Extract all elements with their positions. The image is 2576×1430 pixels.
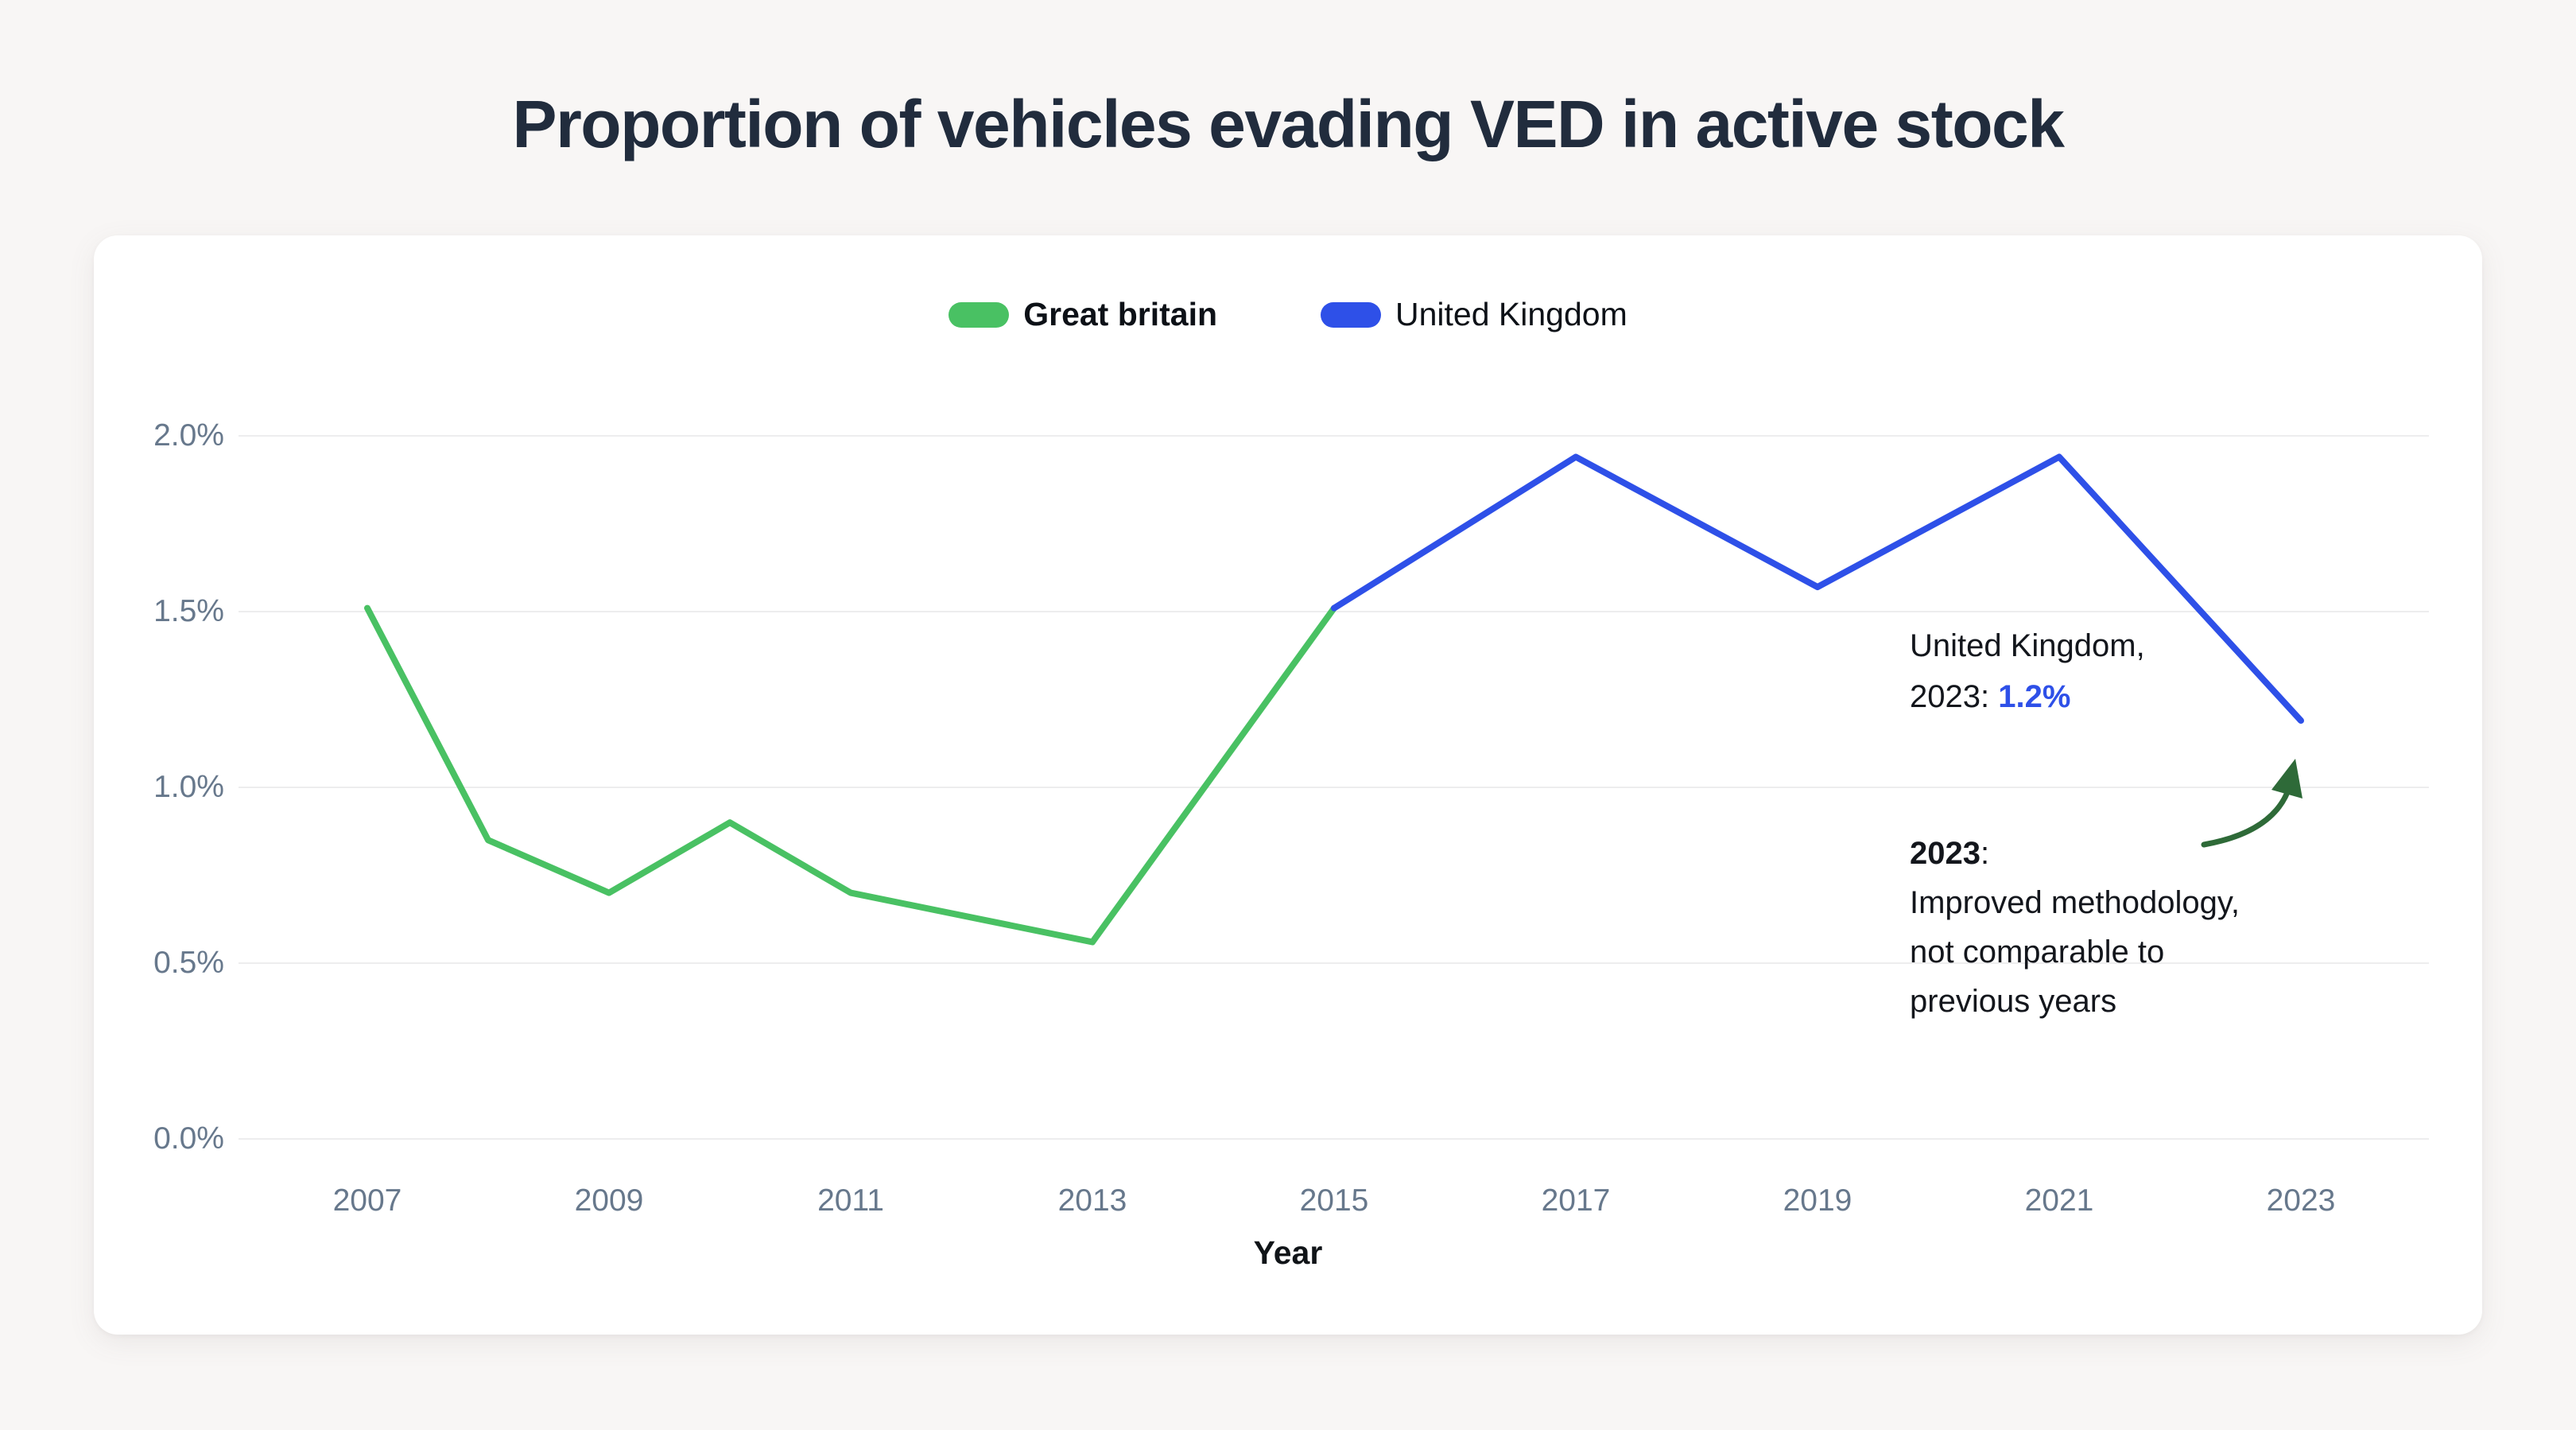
x-axis-title: Year	[1253, 1234, 1323, 1271]
legend-label-united-kingdom: United Kingdom	[1395, 296, 1627, 332]
series-line-great-britain	[364, 604, 1337, 946]
x-axis-tick-label: 2023	[2266, 1183, 2336, 1218]
annotation-uk-line2: 2023: 1.2%	[1910, 679, 2071, 714]
legend-label-great-britain: Great britain	[1023, 296, 1218, 332]
chart-card	[94, 235, 2482, 1335]
chart-legend: Great britain United Kingdom	[0, 296, 2576, 333]
series-layer	[364, 453, 2304, 946]
x-axis-tick-label: 2013	[1057, 1183, 1127, 1218]
y-axis-tick-label: 0.5%	[153, 946, 224, 980]
y-axis-tick-label: 1.0%	[153, 770, 224, 804]
gridlines-layer	[239, 435, 2429, 1140]
page-title: Proportion of vehicles evading VED in ac…	[512, 87, 2065, 161]
y-axis-tick-label: 1.5%	[153, 594, 224, 628]
annotation-methodology-line3: previous years	[1910, 984, 2117, 1019]
x-axis-tick-label: 2021	[2024, 1183, 2094, 1218]
legend-swatch-green-icon	[949, 301, 1010, 328]
annotation-methodology-line2: not comparable to	[1910, 935, 2165, 970]
x-axis-tick-label: 2017	[1541, 1183, 1611, 1218]
legend-item-great-britain[interactable]: Great britain	[949, 296, 1217, 333]
x-axis-tick-label: 2007	[332, 1183, 402, 1218]
x-axis-tick-label: 2015	[1299, 1183, 1369, 1218]
y-axis-tick-label: 0.0%	[153, 1121, 224, 1156]
annotation-uk-2023-value: United Kingdom, 2023: 1.2%	[1910, 620, 2145, 722]
annotation-uk-value: 1.2%	[1998, 679, 2071, 714]
y-axis-tick-label: 2.0%	[153, 418, 224, 453]
annotation-arrow-icon	[2201, 759, 2302, 848]
annotation-uk-line1: United Kingdom,	[1910, 628, 2145, 663]
x-axis-tick-label: 2011	[817, 1183, 884, 1218]
legend-swatch-blue-icon	[1321, 301, 1382, 328]
legend-item-united-kingdom[interactable]: United Kingdom	[1321, 296, 1627, 333]
series-line-united-kingdom	[1331, 453, 2304, 725]
x-axis-tick-label: 2019	[1783, 1183, 1852, 1218]
annotation-methodology-line1: Improved methodology,	[1910, 885, 2240, 920]
x-axis-tick-label: 2009	[574, 1183, 644, 1218]
annotation-methodology-note: 2023: Improved methodology, not comparab…	[1910, 829, 2240, 1026]
annotation-methodology-title: 2023:	[1910, 836, 1990, 871]
